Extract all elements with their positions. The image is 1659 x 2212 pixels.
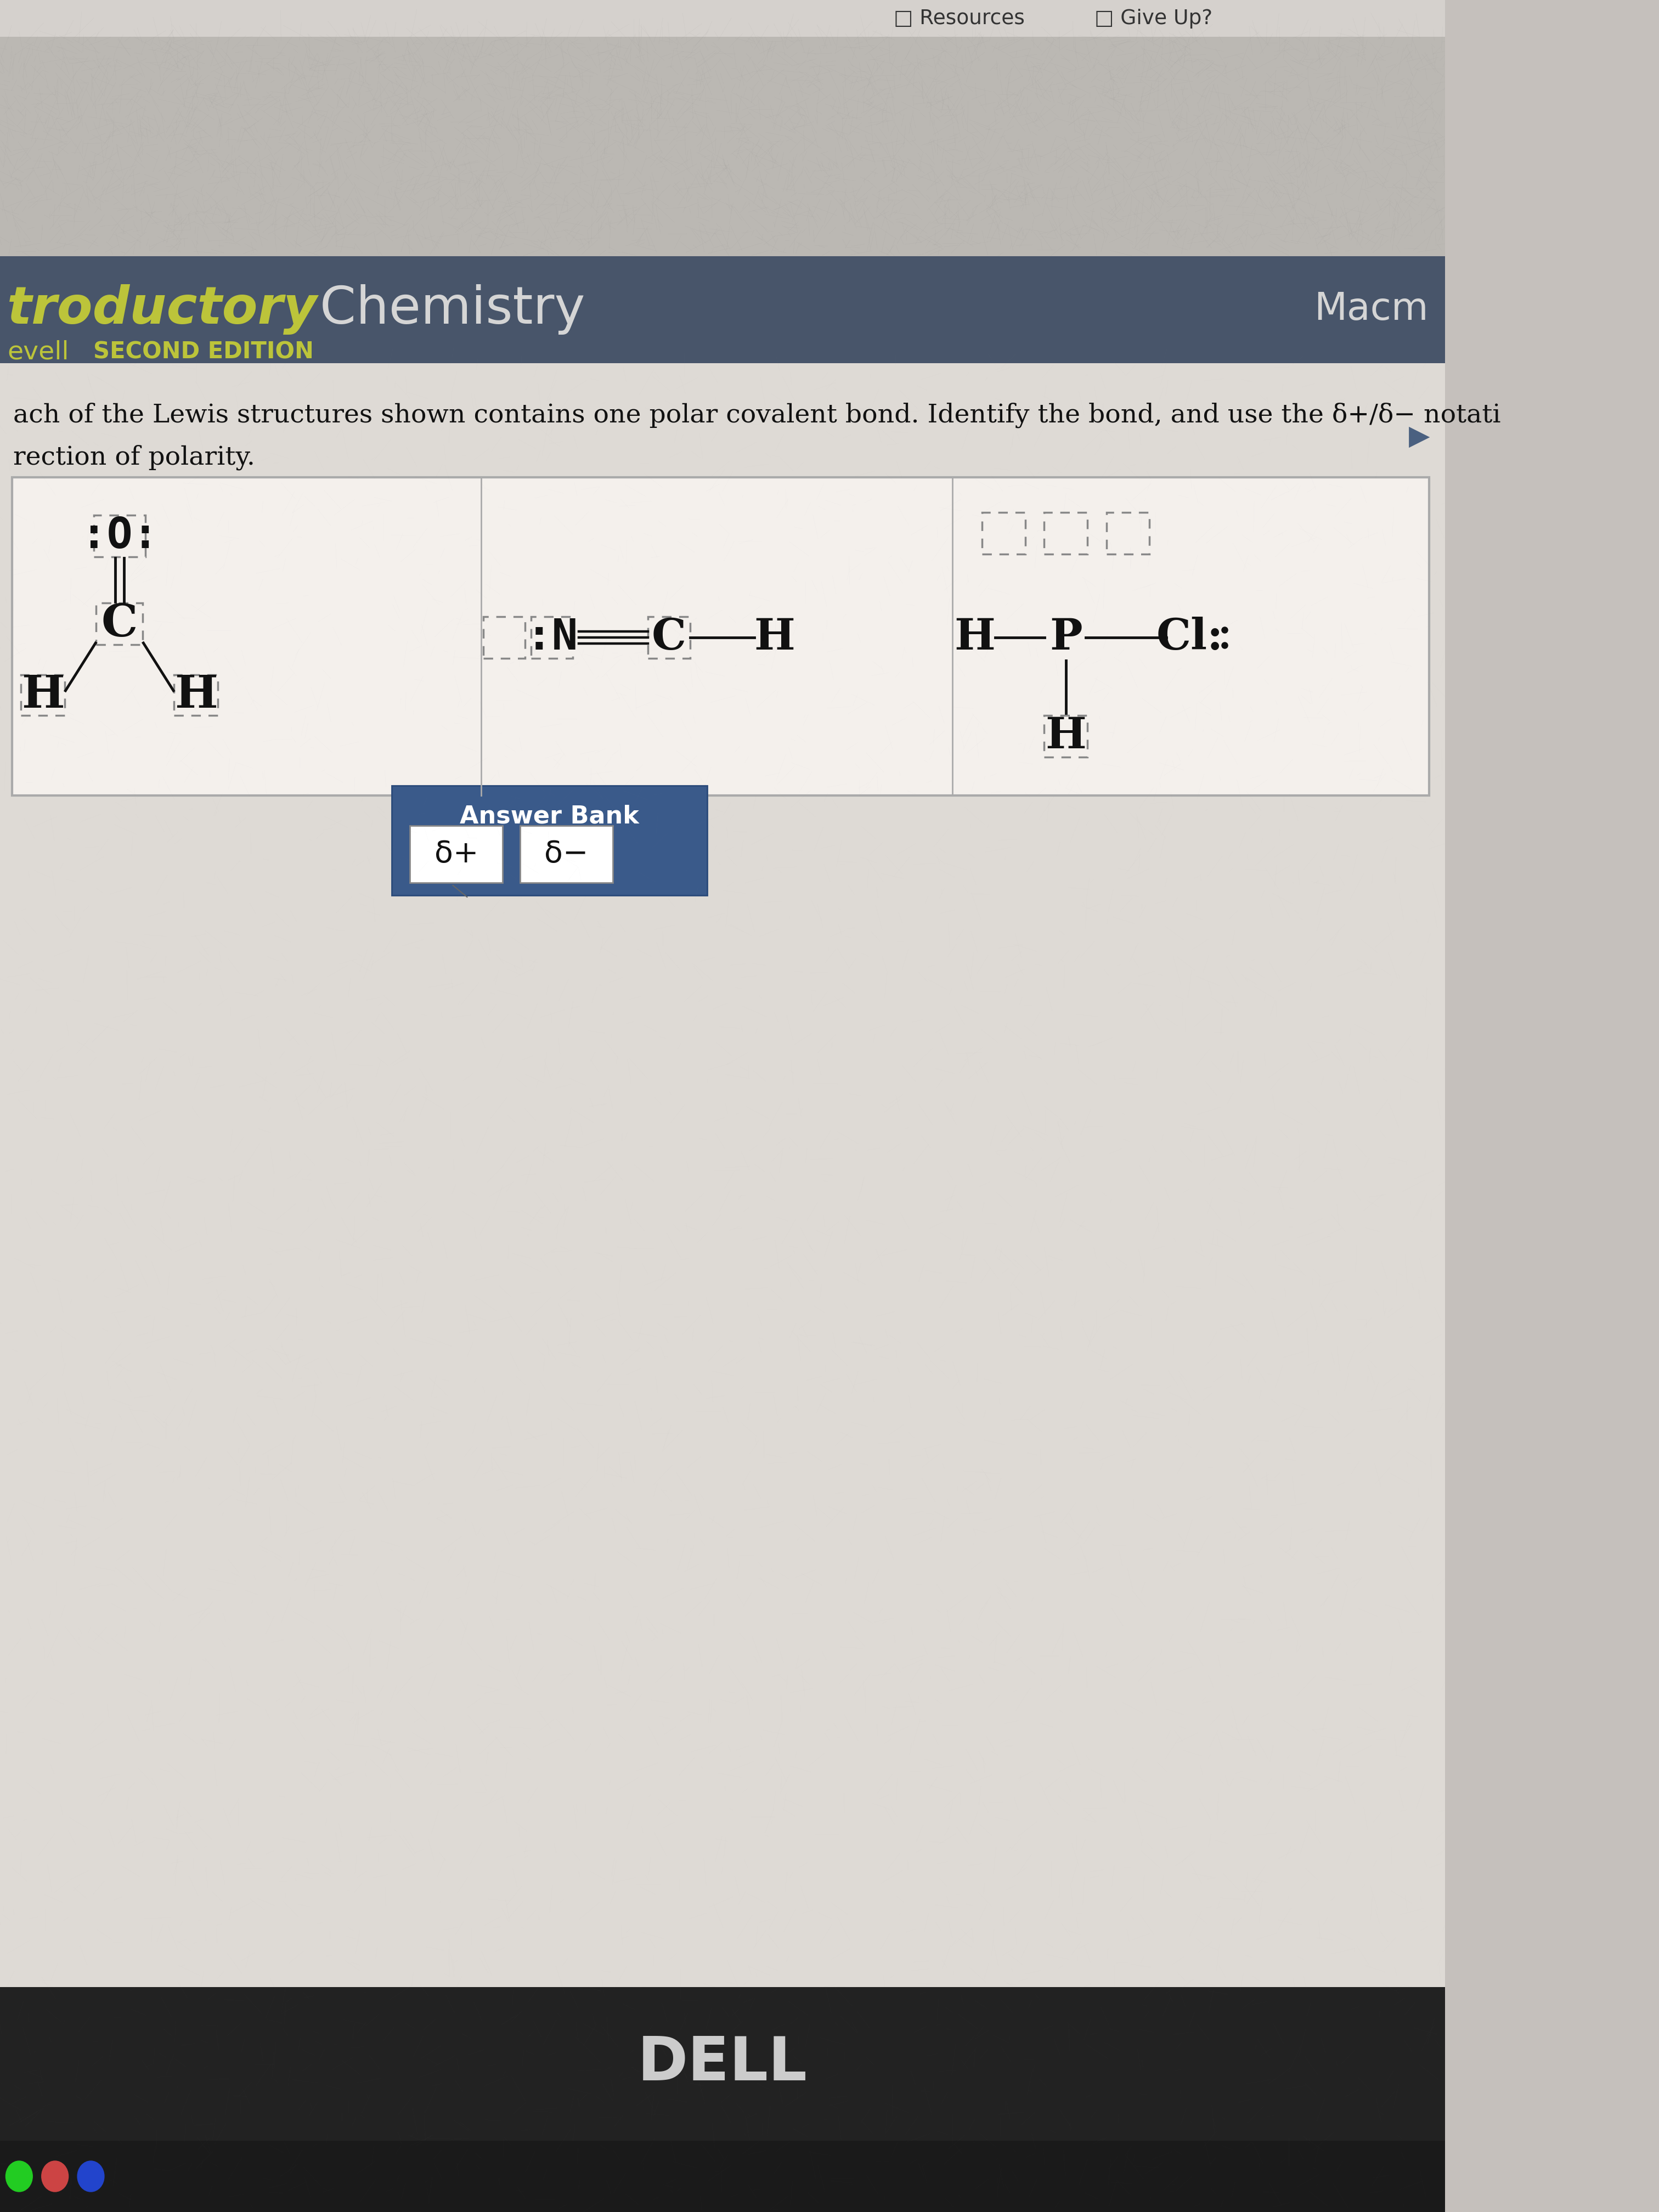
Text: H: H: [174, 672, 217, 717]
Circle shape: [78, 2161, 105, 2192]
FancyBboxPatch shape: [392, 785, 707, 896]
FancyBboxPatch shape: [0, 0, 1445, 38]
Text: H: H: [753, 617, 795, 659]
FancyBboxPatch shape: [0, 2141, 1445, 2212]
Text: troductory: troductory: [7, 283, 317, 334]
Text: □ Give Up?: □ Give Up?: [1095, 9, 1213, 29]
Text: H: H: [22, 672, 65, 717]
Text: H: H: [954, 617, 995, 659]
FancyBboxPatch shape: [0, 363, 1445, 2212]
Circle shape: [41, 2161, 68, 2192]
Text: δ−: δ−: [544, 838, 589, 869]
Text: :N: :N: [526, 617, 577, 659]
FancyBboxPatch shape: [12, 478, 1428, 796]
Text: rection of polarity.: rection of polarity.: [13, 445, 255, 471]
Text: ach of the Lewis structures shown contains one polar covalent bond. Identify the: ach of the Lewis structures shown contai…: [13, 403, 1501, 429]
Text: Answer Bank: Answer Bank: [460, 805, 639, 827]
FancyBboxPatch shape: [410, 825, 503, 883]
Text: δ+: δ+: [435, 838, 478, 869]
FancyBboxPatch shape: [0, 38, 1445, 257]
Text: P: P: [1050, 617, 1082, 659]
Text: evell: evell: [7, 341, 70, 365]
Text: DELL: DELL: [637, 2035, 808, 2093]
Text: Chemistry: Chemistry: [304, 283, 586, 334]
Circle shape: [5, 2161, 33, 2192]
FancyBboxPatch shape: [0, 1986, 1445, 2141]
Text: :O:: :O:: [81, 515, 158, 557]
Text: H: H: [1045, 714, 1087, 757]
FancyBboxPatch shape: [0, 257, 1445, 363]
Text: Macm: Macm: [1314, 292, 1428, 327]
Text: □ Resources: □ Resources: [894, 9, 1025, 29]
Text: C: C: [101, 602, 138, 646]
Text: C: C: [652, 617, 687, 659]
Text: ▶: ▶: [1408, 422, 1430, 449]
Text: Cl:: Cl:: [1156, 617, 1224, 659]
FancyBboxPatch shape: [519, 825, 612, 883]
Text: SECOND EDITION: SECOND EDITION: [93, 341, 314, 363]
